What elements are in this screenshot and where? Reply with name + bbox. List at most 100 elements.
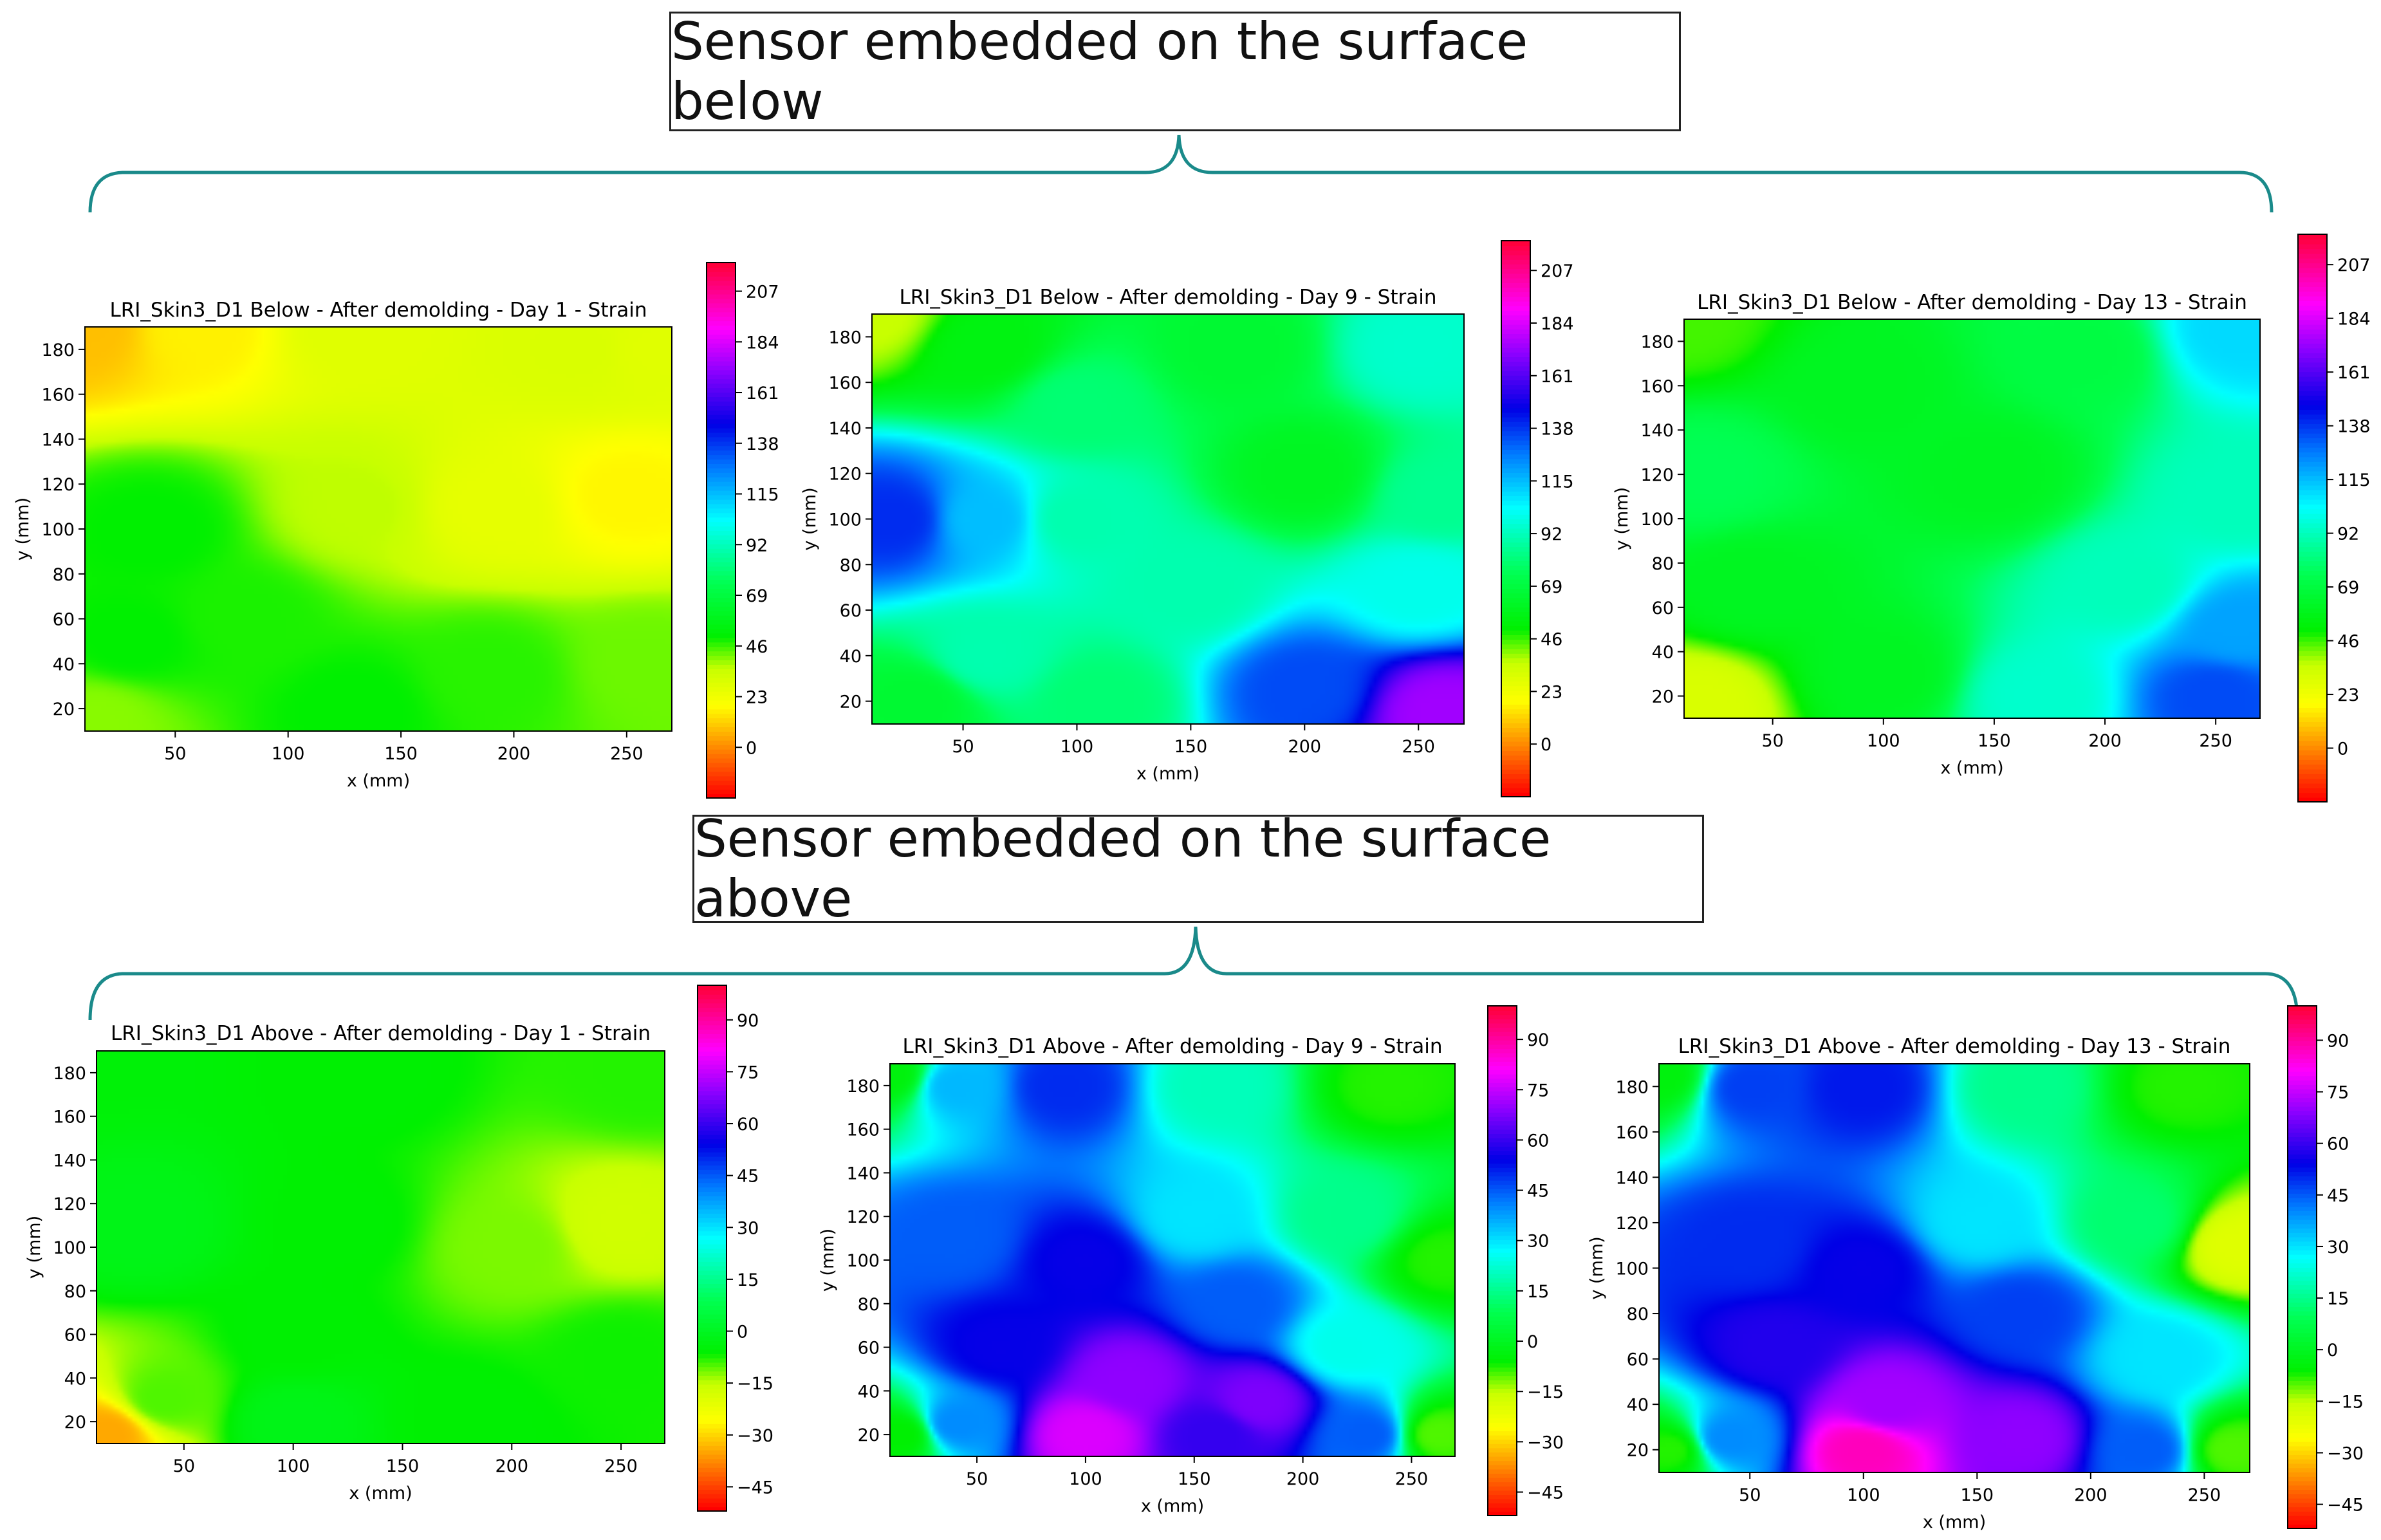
colorbar-segment	[2288, 1454, 2317, 1460]
colorbar-segment	[698, 1476, 727, 1481]
colorbar-segment	[707, 436, 736, 442]
colorbar-segment	[1488, 1192, 1517, 1198]
colorbar-segment	[2288, 1053, 2317, 1059]
colorbar-segment	[698, 1095, 727, 1100]
colorbar-segment	[1488, 1400, 1517, 1406]
colorbar-segment	[698, 1313, 727, 1319]
y-tick-label: 140	[1615, 1168, 1649, 1188]
colorbar-segment	[707, 709, 736, 714]
colorbar-segment	[1501, 713, 1530, 719]
colorbar-segment	[1488, 1120, 1517, 1126]
colorbar-segment	[1488, 1434, 1517, 1440]
colorbar-segment	[2288, 1337, 2317, 1342]
colorbar-tick-label: 0	[737, 1322, 748, 1342]
y-tick-label: 100	[53, 1238, 86, 1258]
colorbar-segment	[1488, 1456, 1517, 1461]
colorbar-segment	[698, 1335, 727, 1341]
colorbar-segment	[2298, 570, 2327, 576]
colorbar-segment	[1501, 625, 1530, 631]
colorbar-segment	[1488, 1091, 1517, 1096]
colorbar-segment	[707, 557, 736, 562]
colorbar-segment	[1501, 444, 1530, 450]
colorbar-segment	[2298, 263, 2327, 268]
y-tick-label: 160	[1640, 376, 1674, 396]
colorbar-segment	[1501, 588, 1530, 594]
colorbar-tick-label: 23	[1541, 682, 1562, 702]
colorbar-tick-label: 115	[2337, 470, 2371, 490]
colorbar-segment	[1501, 528, 1530, 533]
heatmap-field	[890, 1064, 1455, 1456]
colorbar-segment	[698, 1279, 727, 1284]
colorbar-tick-label: −15	[2327, 1392, 2364, 1412]
colorbar-segment	[2288, 1280, 2317, 1286]
colorbar-segment	[698, 1160, 727, 1166]
colorbar-segment	[2298, 664, 2327, 671]
colorbar-segment	[707, 601, 736, 607]
y-axis-label: y (mm)	[1612, 487, 1632, 550]
colorbar-segment	[698, 1327, 727, 1332]
colorbar-segment	[2298, 613, 2327, 618]
colorbar-segment	[707, 405, 736, 411]
y-tick-label: 60	[53, 610, 75, 630]
colorbar-segment	[1501, 490, 1530, 496]
colorbar-segment	[2288, 1293, 2317, 1299]
colorbar-segment	[2298, 740, 2327, 746]
colorbar-segment	[2288, 1411, 2317, 1416]
colorbar-segment	[2298, 565, 2327, 571]
colorbar-segment	[698, 1108, 727, 1113]
colorbar-segment	[707, 298, 736, 304]
x-tick-label: 150	[386, 1456, 420, 1476]
colorbar-segment	[698, 1449, 727, 1455]
colorbar-segment	[698, 1217, 727, 1223]
colorbar-segment	[1488, 1155, 1517, 1160]
section-label-below: Sensor embedded on the surface below	[669, 12, 1681, 131]
y-tick-label: 80	[840, 555, 862, 575]
colorbar-segment	[698, 1493, 727, 1499]
colorbar-segment	[1501, 347, 1530, 353]
colorbar-segment	[698, 1134, 727, 1140]
colorbar-segment	[1488, 1439, 1517, 1444]
colorbar-segment	[1501, 560, 1530, 566]
colorbar-tick-label: −30	[1527, 1433, 1564, 1452]
colorbar-segment	[1501, 342, 1530, 348]
colorbar-segment	[1501, 380, 1530, 385]
colorbar-segment	[2288, 1362, 2317, 1368]
colorbar-segment	[707, 450, 736, 456]
colorbar-segment	[707, 526, 736, 531]
colorbar-segment	[1488, 1163, 1517, 1168]
colorbar-segment	[2288, 1115, 2317, 1120]
y-tick-label: 100	[828, 510, 862, 530]
colorbar-segment	[2298, 518, 2327, 524]
colorbar-segment	[707, 333, 736, 339]
colorbar-segment	[2288, 1463, 2317, 1469]
colorbar-segment	[1501, 333, 1530, 339]
colorbar-segment	[698, 1195, 727, 1201]
colorbar-segment	[2298, 371, 2327, 377]
colorbar-segment	[2288, 1197, 2317, 1203]
colorbar-segment	[2288, 1345, 2317, 1351]
colorbar-segment	[1501, 570, 1530, 575]
colorbar-segment	[2288, 1154, 2317, 1159]
colorbar-segment	[707, 311, 736, 317]
colorbar-segment	[2298, 394, 2327, 401]
colorbar-segment	[698, 1432, 727, 1438]
colorbar-segment	[2298, 551, 2327, 557]
colorbar-segment	[1501, 241, 1530, 246]
colorbar-segment	[707, 771, 736, 777]
colorbar-segment	[2298, 499, 2327, 505]
colorbar-segment	[2288, 1184, 2317, 1190]
colorbar-segment	[2288, 1140, 2317, 1146]
x-tick-label: 200	[2088, 731, 2122, 751]
colorbar-segment	[2288, 1328, 2317, 1333]
colorbar-segment	[2298, 432, 2327, 439]
colorbar-segment	[1501, 551, 1530, 557]
colorbar-segment	[698, 1301, 727, 1306]
colorbar-segment	[707, 691, 736, 696]
colorbar-segment	[707, 463, 736, 468]
x-tick-label: 250	[2188, 1485, 2221, 1505]
colorbar-segment	[707, 387, 736, 393]
colorbar-segment	[1488, 1481, 1517, 1487]
colorbar-segment	[1501, 653, 1530, 658]
